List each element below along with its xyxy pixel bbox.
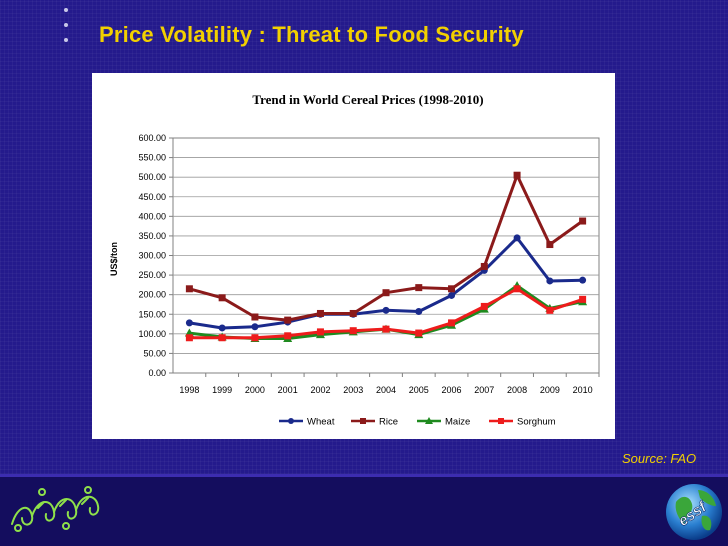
data-point-rice <box>284 316 292 324</box>
legend-marker <box>498 418 504 424</box>
legend-label: Sorghum <box>517 417 556 428</box>
slide-title: Price Volatility : Threat to Food Securi… <box>99 22 524 47</box>
data-point-wheat <box>185 319 193 327</box>
y-tick-label: 100.00 <box>138 329 166 339</box>
x-tick-label: 2007 <box>474 385 494 395</box>
line-chart: Trend in World Cereal Prices (1998-2010)… <box>109 92 600 428</box>
y-axis-ticks: 0.00 50.00 100.00 150.00 200.00 250.00 300.00 3… <box>138 133 173 378</box>
x-tick-label: 2001 <box>278 385 298 395</box>
series-sorghum <box>185 285 587 342</box>
y-tick-label: 150.00 <box>138 309 166 319</box>
legend-item-rice: Rice <box>351 417 398 428</box>
data-point-rice <box>546 241 554 249</box>
y-tick-label: 250.00 <box>138 270 166 280</box>
data-point-sorghum <box>546 306 554 314</box>
y-tick-label: 450.00 <box>138 192 166 202</box>
data-point-rice <box>349 309 357 317</box>
x-axis-ticks: 1998 1999 2000 2001 2002 2003 2004 2005 2006 2007… <box>179 373 600 395</box>
y-tick-label: 400.00 <box>138 211 166 221</box>
data-point-rice <box>185 285 193 293</box>
data-point-rice <box>218 294 226 302</box>
y-axis-label: US$/ton <box>109 242 119 276</box>
y-tick-label: 50.00 <box>143 348 166 358</box>
legend-marker <box>425 417 433 424</box>
x-tick-label: 2002 <box>310 385 330 395</box>
series-wheat <box>185 234 587 332</box>
y-tick-label: 200.00 <box>138 290 166 300</box>
chart-panel: Trend in World Cereal Prices (1998-2010)… <box>92 73 615 439</box>
legend-item-wheat: Wheat <box>279 417 335 428</box>
data-point-wheat <box>218 324 226 332</box>
x-tick-label: 2000 <box>245 385 265 395</box>
data-point-sorghum <box>185 334 193 342</box>
footer-band <box>0 474 728 546</box>
data-point-sorghum <box>415 329 423 337</box>
legend-item-sorghum: Sorghum <box>489 417 556 428</box>
data-point-sorghum <box>218 334 226 342</box>
data-point-wheat <box>382 306 390 314</box>
chart-series <box>184 171 588 343</box>
x-tick-label: 2008 <box>507 385 527 395</box>
x-tick-label: 2004 <box>376 385 396 395</box>
data-point-sorghum <box>382 325 390 333</box>
data-point-sorghum <box>480 302 488 310</box>
bullet-dots <box>64 8 70 53</box>
x-tick-label: 2010 <box>573 385 593 395</box>
y-tick-label: 500.00 <box>138 172 166 182</box>
series-rice <box>185 171 587 324</box>
data-point-sorghum <box>579 295 587 303</box>
data-point-sorghum <box>284 332 292 340</box>
globe-logo-icon: essf <box>666 484 722 540</box>
chart-legend: Wheat Rice Maize Sorghum <box>279 417 556 428</box>
data-point-rice <box>480 262 488 270</box>
swirl-logo-icon <box>11 486 100 532</box>
x-tick-label: 2003 <box>343 385 363 395</box>
y-tick-label: 600.00 <box>138 133 166 143</box>
data-point-rice <box>415 284 423 292</box>
data-point-rice <box>251 313 259 321</box>
y-tick-label: 300.00 <box>138 251 166 261</box>
x-tick-label: 1998 <box>179 385 199 395</box>
data-point-sorghum <box>349 327 357 335</box>
data-point-sorghum <box>448 319 456 327</box>
legend-label: Wheat <box>307 417 335 428</box>
y-tick-label: 0.00 <box>148 368 166 378</box>
y-tick-label: 550.00 <box>138 153 166 163</box>
x-tick-label: 2006 <box>442 385 462 395</box>
data-point-rice <box>579 217 587 225</box>
data-point-wheat <box>251 323 259 331</box>
data-point-rice <box>316 309 324 317</box>
chart-title: Trend in World Cereal Prices (1998-2010) <box>252 92 483 107</box>
legend-label: Rice <box>379 417 398 428</box>
data-point-wheat <box>448 291 456 299</box>
x-tick-label: 2005 <box>409 385 429 395</box>
data-point-sorghum <box>316 328 324 336</box>
data-point-rice <box>382 289 390 297</box>
x-tick-label: 2009 <box>540 385 560 395</box>
x-tick-label: 1999 <box>212 385 232 395</box>
legend-marker <box>288 418 294 424</box>
data-point-wheat <box>415 308 423 316</box>
data-point-wheat <box>546 277 554 285</box>
data-point-sorghum <box>251 334 259 342</box>
source-note: Source: FAO <box>622 451 697 466</box>
data-point-wheat <box>579 276 587 284</box>
data-point-wheat <box>513 234 521 242</box>
legend-item-maize: Maize <box>417 417 470 428</box>
legend-marker <box>360 418 366 424</box>
legend-label: Maize <box>445 417 470 428</box>
data-point-rice <box>448 285 456 293</box>
y-tick-label: 350.00 <box>138 231 166 241</box>
data-point-rice <box>513 171 521 179</box>
data-point-sorghum <box>513 285 521 293</box>
